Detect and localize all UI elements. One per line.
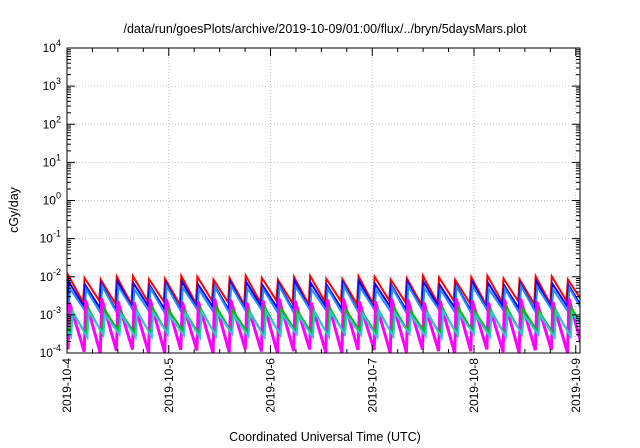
- y-tick-label: 10-2: [40, 267, 61, 284]
- series-line: [67, 277, 580, 314]
- tick-marks: [66, 47, 580, 354]
- series-line: [67, 308, 580, 342]
- x-tick-label: 2019-10-5: [162, 358, 176, 413]
- x-axis-label: Coordinated Universal Time (UTC): [229, 430, 421, 444]
- x-tick-label: 2019-10-6: [264, 358, 278, 413]
- y-tick-label: 10-3: [40, 305, 61, 322]
- series-layer: [67, 272, 580, 353]
- y-tick-label: 10-4: [40, 343, 61, 360]
- y-tick-label: 102: [43, 114, 61, 131]
- y-tick-label: 10-1: [40, 229, 61, 246]
- y-tick-label: 104: [43, 38, 61, 55]
- chart-title: /data/run/goesPlots/archive/2019-10-09/0…: [123, 22, 527, 36]
- y-tick-label: 101: [43, 152, 61, 169]
- y-tick-labels: 10-4 10-3 10-2 10-1 100 101 102 103 104: [40, 38, 61, 360]
- y-axis-label: cGy/day: [7, 186, 21, 233]
- y-tick-label: 103: [43, 76, 61, 93]
- series-line: [67, 282, 580, 318]
- x-tick-label: 2019-10-7: [365, 358, 379, 413]
- x-tick-label: 2019-10-9: [569, 358, 583, 413]
- x-tick-label: 2019-10-4: [60, 358, 74, 413]
- series-line: [67, 272, 580, 309]
- x-tick-labels: 2019-10-4 2019-10-5 2019-10-6 2019-10-7 2019…: [60, 358, 583, 413]
- y-tick-label: 100: [43, 191, 61, 208]
- x-tick-label: 2019-10-8: [467, 358, 481, 413]
